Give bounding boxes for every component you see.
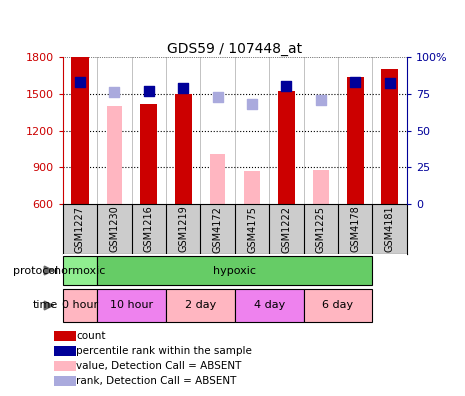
- Bar: [54, 331, 76, 341]
- Bar: [174, 94, 192, 204]
- Text: protocol: protocol: [13, 265, 58, 276]
- Text: hypoxic: hypoxic: [213, 265, 256, 276]
- Point: [386, 80, 393, 87]
- Point: [111, 89, 118, 95]
- Bar: [278, 91, 295, 204]
- Text: time: time: [33, 301, 58, 310]
- Bar: [381, 69, 398, 204]
- Bar: [313, 170, 329, 204]
- Point: [179, 85, 187, 91]
- Bar: [106, 106, 122, 204]
- Text: 6 day: 6 day: [323, 301, 353, 310]
- Bar: [63, 289, 97, 322]
- Text: GSM1227: GSM1227: [75, 206, 85, 253]
- Bar: [304, 289, 372, 322]
- Text: 2 day: 2 day: [185, 301, 216, 310]
- Text: GSM1216: GSM1216: [144, 206, 154, 253]
- Text: GSM1230: GSM1230: [109, 206, 120, 253]
- Bar: [54, 346, 76, 356]
- Bar: [166, 289, 235, 322]
- Bar: [346, 76, 364, 204]
- Title: GDS59 / 107448_at: GDS59 / 107448_at: [167, 42, 302, 56]
- Point: [248, 101, 256, 107]
- Text: GSM1219: GSM1219: [178, 206, 188, 253]
- Text: GSM1222: GSM1222: [281, 206, 292, 253]
- Point: [352, 79, 359, 85]
- Bar: [244, 171, 260, 204]
- Text: normoxic: normoxic: [54, 265, 106, 276]
- Bar: [97, 289, 166, 322]
- Text: 4 day: 4 day: [253, 301, 285, 310]
- Text: percentile rank within the sample: percentile rank within the sample: [76, 346, 252, 356]
- Bar: [235, 289, 304, 322]
- Point: [214, 93, 221, 100]
- Text: GSM4172: GSM4172: [213, 206, 223, 253]
- Bar: [140, 103, 157, 204]
- Bar: [54, 362, 76, 371]
- Point: [317, 97, 325, 103]
- Text: GSM4181: GSM4181: [385, 206, 395, 252]
- Text: GSM4175: GSM4175: [247, 206, 257, 253]
- Text: count: count: [76, 331, 106, 341]
- Point: [76, 79, 84, 85]
- Bar: [97, 255, 372, 286]
- Bar: [54, 376, 76, 386]
- Text: value, Detection Call = ABSENT: value, Detection Call = ABSENT: [76, 361, 242, 371]
- Text: rank, Detection Call = ABSENT: rank, Detection Call = ABSENT: [76, 376, 237, 386]
- Bar: [210, 154, 226, 204]
- Bar: [72, 57, 88, 204]
- Text: 10 hour: 10 hour: [110, 301, 153, 310]
- Bar: [63, 255, 97, 286]
- Text: 0 hour: 0 hour: [62, 301, 98, 310]
- Point: [145, 88, 153, 94]
- Text: GSM4178: GSM4178: [350, 206, 360, 253]
- Text: GSM1225: GSM1225: [316, 206, 326, 253]
- Point: [283, 83, 290, 89]
